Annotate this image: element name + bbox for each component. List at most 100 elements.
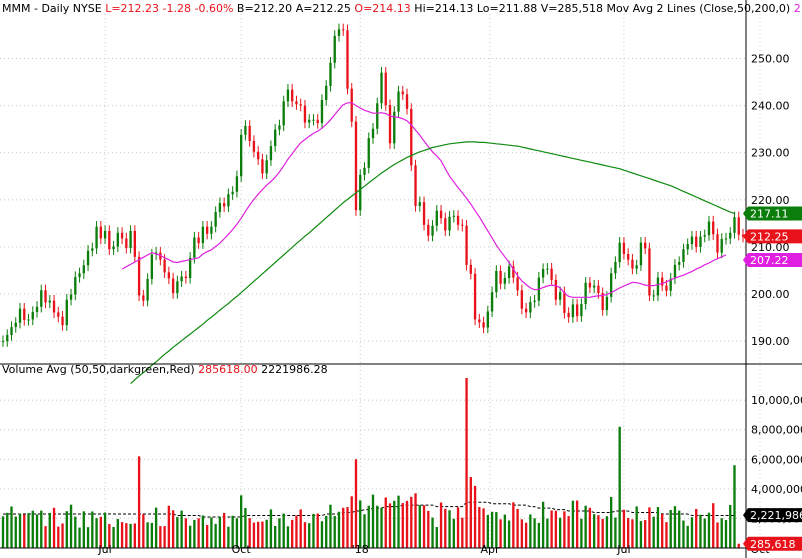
volume-tick-label: 4,000,000 (751, 483, 802, 496)
volume-bar (401, 503, 404, 548)
price-candle (724, 232, 728, 245)
price-candle (452, 210, 455, 223)
period: Daily (41, 2, 69, 15)
volume-bar (448, 510, 451, 548)
volume-bar (278, 518, 281, 548)
price-candle (546, 262, 549, 275)
volume-bar (218, 516, 222, 548)
volume-bar (384, 497, 387, 548)
volume-bar (48, 512, 51, 548)
volume-bar (312, 513, 315, 548)
price-candle (57, 306, 60, 323)
price-candle (580, 298, 583, 322)
volume-bar (712, 503, 715, 548)
price-candle (703, 229, 706, 243)
volume-bar (363, 514, 366, 548)
volume-bar (461, 517, 464, 548)
volume-header: Volume Avg (50,50,darkgreen,Red) 285618.… (2, 363, 328, 376)
volume-bar (456, 507, 460, 548)
price-candle (184, 270, 188, 284)
volume-bar (57, 526, 60, 548)
price-candle (558, 286, 562, 306)
price-candle (95, 221, 98, 255)
volume-bar (78, 527, 81, 548)
volume-bar (644, 520, 647, 548)
volume-tick-label: 10,000,000 (751, 394, 802, 407)
volume-bar (308, 523, 311, 548)
volume-average-value: 2221986.28 (261, 363, 327, 376)
price-candle (614, 256, 617, 279)
price-candle (439, 205, 443, 224)
volume-bar (23, 514, 26, 548)
price-tick-label: 240.00 (751, 100, 790, 113)
price-candle (214, 206, 217, 233)
volume-bar (465, 378, 468, 548)
price-tag-2: 207.22 (743, 253, 802, 268)
volume-bar (371, 494, 375, 548)
price-candle (367, 132, 370, 174)
price-candle (431, 220, 434, 242)
price-candle (741, 229, 745, 243)
price-candle (231, 186, 234, 200)
price-candle (550, 262, 553, 286)
price-candle (456, 210, 460, 231)
volume-bar (601, 518, 604, 548)
volume-bar (563, 511, 566, 548)
volume-bar (291, 519, 294, 548)
volume-bar (695, 508, 698, 548)
price-candle (218, 197, 222, 218)
price-candle (18, 303, 22, 329)
price-candle (524, 303, 528, 319)
volume-bar (99, 516, 102, 548)
price-candle (125, 232, 128, 254)
price-candle (563, 286, 566, 319)
price-tag-2-text: 207.22 (750, 254, 789, 267)
price-candle (303, 99, 307, 129)
volume-bar (103, 512, 107, 548)
volume-bar (333, 516, 336, 548)
price-candle (248, 120, 251, 147)
price-candle (188, 252, 192, 284)
volume-bar (592, 514, 596, 548)
price-candle (286, 83, 290, 108)
price-tag-0-text: 217.11 (750, 207, 789, 220)
volume-bar (703, 518, 706, 548)
price-candle (359, 169, 362, 216)
price-candle (427, 219, 430, 242)
price-candle (478, 313, 481, 328)
volume-bar (274, 525, 277, 548)
price-candle (473, 268, 477, 326)
ticker: MMM (2, 2, 30, 15)
volume-bar (609, 497, 613, 548)
time-tick-label: Apr (480, 543, 500, 556)
price-candle (486, 305, 489, 334)
volume-bar (265, 519, 268, 548)
price-candle (210, 221, 213, 240)
volume-bar (499, 519, 502, 548)
volume-bar (537, 522, 541, 548)
volume-bar (40, 510, 43, 548)
price-candle (197, 231, 200, 249)
price-candle (461, 219, 464, 232)
volume-bar (31, 510, 34, 548)
time-tick-label: '18 (352, 543, 369, 556)
price-candle (1, 335, 5, 347)
volume-bar (10, 506, 13, 548)
price-candle (48, 294, 51, 309)
price-candle (656, 271, 660, 302)
price-candle (116, 227, 119, 253)
price-candle (418, 196, 421, 212)
volume-bar (380, 507, 383, 548)
volume-bar (614, 517, 617, 548)
exchange: NYSE (73, 2, 102, 15)
volume-bar (388, 503, 392, 548)
price-candle (354, 115, 358, 216)
volume-bar (180, 510, 183, 548)
volume-bar (473, 485, 477, 548)
volume-bar (720, 518, 723, 548)
price-candle (384, 66, 387, 111)
price-candle (639, 237, 643, 271)
price-candle (380, 66, 383, 109)
price-candle (707, 215, 711, 241)
